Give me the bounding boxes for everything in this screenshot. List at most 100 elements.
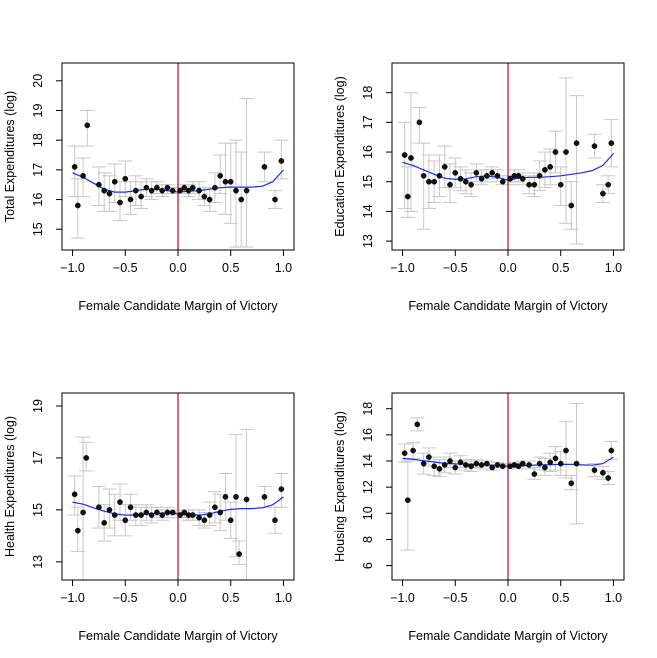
data-point xyxy=(608,140,615,146)
y-tick-label: 18 xyxy=(31,133,45,147)
data-point xyxy=(164,509,171,516)
data-point xyxy=(196,514,202,521)
data-point xyxy=(436,172,443,179)
data-point xyxy=(138,193,144,200)
plot-area xyxy=(67,63,289,250)
data-point xyxy=(531,471,538,477)
data-point xyxy=(536,172,543,179)
data-point xyxy=(408,155,414,161)
data-point xyxy=(436,465,443,472)
data-point xyxy=(74,202,81,209)
data-point xyxy=(169,509,176,516)
x-tick-label: 1.0 xyxy=(275,261,292,275)
y-axis-label: Total Expenditures (log) xyxy=(3,91,17,222)
data-point xyxy=(526,181,532,188)
data-point xyxy=(542,167,548,173)
data-point xyxy=(591,143,598,149)
error-bar xyxy=(397,121,412,209)
data-point xyxy=(426,178,432,185)
data-point xyxy=(117,499,123,505)
data-point xyxy=(414,421,421,428)
data-point xyxy=(605,475,612,481)
x-tick-label: −1.0 xyxy=(390,591,415,605)
data-point xyxy=(404,497,411,504)
y-tick-label: 6 xyxy=(361,562,375,569)
data-point xyxy=(71,164,78,170)
error-bar xyxy=(80,109,95,147)
data-point xyxy=(404,193,411,200)
data-point xyxy=(159,187,166,194)
data-point xyxy=(473,169,480,176)
data-point xyxy=(201,517,208,524)
data-point xyxy=(431,463,438,470)
data-point xyxy=(227,178,234,185)
y-tick-label: 16 xyxy=(31,193,45,207)
data-point xyxy=(132,512,139,518)
data-point xyxy=(196,187,202,194)
data-point xyxy=(212,184,218,191)
data-point xyxy=(591,467,598,474)
data-point xyxy=(478,175,485,182)
data-point xyxy=(547,459,554,466)
data-point xyxy=(177,512,183,518)
x-axis-label: Female Candidate Margin of Victory xyxy=(78,629,278,643)
data-point xyxy=(106,190,113,197)
data-point xyxy=(272,517,278,524)
y-tick-label: 14 xyxy=(361,204,375,218)
data-point xyxy=(164,184,171,191)
data-point xyxy=(507,175,513,182)
error-bar xyxy=(67,145,82,198)
y-tick-label: 17 xyxy=(361,115,375,129)
data-point xyxy=(441,164,448,170)
data-point xyxy=(233,494,239,500)
data-point xyxy=(96,181,102,188)
y-axis-label: Health Expenditures (log) xyxy=(3,416,17,557)
data-point xyxy=(484,172,490,179)
error-bar xyxy=(416,142,431,230)
data-point xyxy=(401,450,408,457)
x-axis-label: Female Candidate Margin of Victory xyxy=(78,299,278,313)
data-point xyxy=(552,455,559,462)
error-bar xyxy=(569,95,584,245)
data-point xyxy=(568,202,575,209)
data-point xyxy=(542,464,548,471)
data-point xyxy=(148,512,155,518)
y-axis-label: Education Expenditures (log) xyxy=(333,76,347,237)
data-point xyxy=(452,464,459,471)
y-tick-label: 15 xyxy=(31,503,45,517)
data-point xyxy=(473,460,480,467)
data-point xyxy=(526,462,532,468)
y-tick-label: 15 xyxy=(31,222,45,236)
chart-panel-2: −1.0 −0.5 0.0 0.5 1.0 13 14 15 16 17 18 Female Cand… xyxy=(333,62,625,313)
error-bar xyxy=(76,436,91,580)
data-point xyxy=(181,509,188,516)
x-tick-label: 0.0 xyxy=(169,591,186,605)
data-point xyxy=(600,469,606,476)
data-point xyxy=(468,181,474,188)
x-tick-label: −0.5 xyxy=(113,591,138,605)
y-tick-label: 10 xyxy=(361,506,375,520)
data-point xyxy=(201,193,208,200)
data-point xyxy=(573,460,580,467)
y-tick-label: 19 xyxy=(31,399,45,413)
y-tick-label: 13 xyxy=(31,555,45,569)
data-point xyxy=(181,184,188,191)
y-tick-label: 8 xyxy=(361,536,375,543)
data-point xyxy=(519,175,526,182)
data-point xyxy=(233,187,239,194)
error-bar xyxy=(412,107,427,144)
data-point xyxy=(122,517,129,524)
data-point xyxy=(217,172,224,179)
data-point xyxy=(96,504,102,511)
data-point xyxy=(261,164,268,170)
data-point xyxy=(278,158,285,164)
data-point xyxy=(547,164,554,170)
data-point xyxy=(222,494,229,500)
data-point xyxy=(494,462,501,468)
y-tick-label: 19 xyxy=(31,103,45,117)
data-point xyxy=(515,463,522,470)
x-tick-label: −0.5 xyxy=(443,261,468,275)
chart-panel-4: −1.0 −0.5 0.0 0.5 1.0 6 8 10 12 14 16 18 Female Cand… xyxy=(333,392,625,643)
x-tick-label: 0.5 xyxy=(552,261,569,275)
x-tick-label: −1.0 xyxy=(60,591,85,605)
